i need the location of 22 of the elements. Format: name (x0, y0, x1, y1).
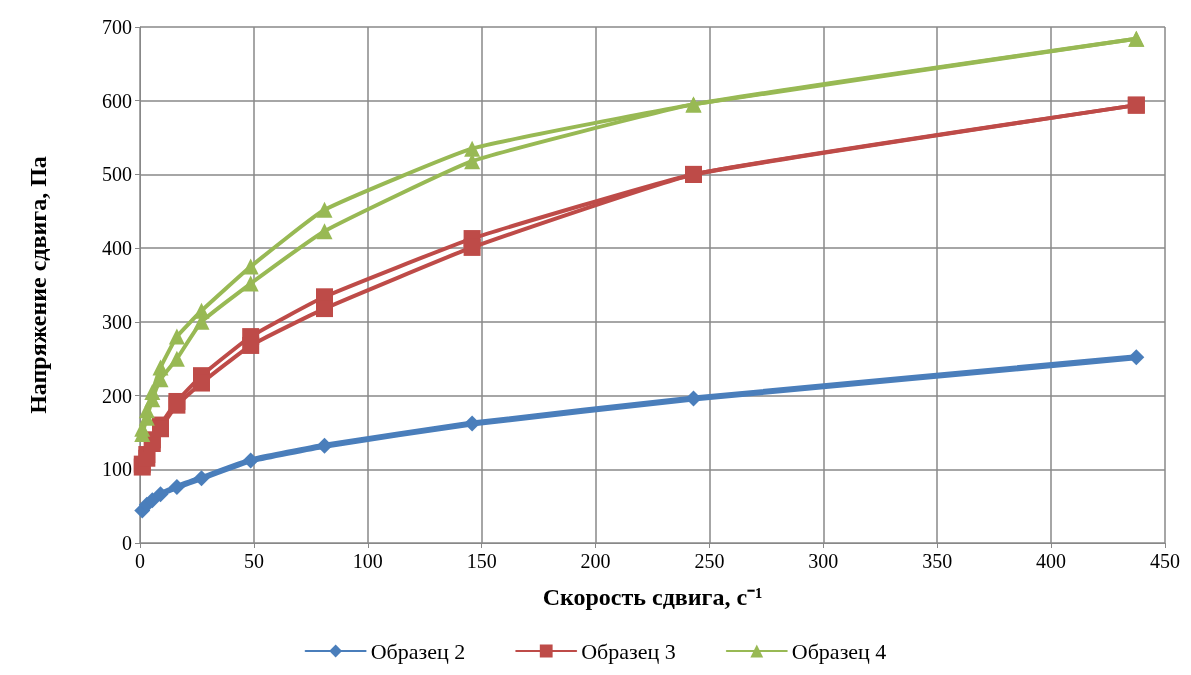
y-tick-label: 200 (102, 384, 132, 407)
x-tick-label: 200 (580, 550, 611, 572)
x-tick-label: 400 (1036, 550, 1067, 572)
x-tick-label: 50 (243, 550, 264, 572)
legend-label: Образец 3 (581, 638, 676, 664)
legend-label: Образец 4 (791, 638, 887, 664)
y-tick-label: 400 (102, 237, 132, 260)
y-axis-title: Напряжение сдвига, Па (25, 156, 51, 414)
y-tick-label: 100 (102, 458, 132, 481)
legend-label: Образец 2 (370, 638, 466, 664)
y-tick-label: 300 (102, 310, 132, 333)
x-tick-label: 350 (922, 550, 953, 572)
y-tick-label: 0 (122, 532, 132, 554)
x-axis-title: Скорость сдвига, с⁻¹ (542, 584, 763, 610)
x-tick-label: 150 (466, 550, 497, 572)
y-tick-label: 600 (102, 89, 132, 112)
x-tick-label: 300 (808, 550, 839, 572)
x-tick-label: 250 (694, 550, 725, 572)
y-tick-label: 700 (102, 16, 132, 38)
x-tick-label: 100 (352, 550, 383, 572)
x-tick-label: 450 (1150, 550, 1180, 572)
y-tick-label: 500 (102, 163, 132, 186)
